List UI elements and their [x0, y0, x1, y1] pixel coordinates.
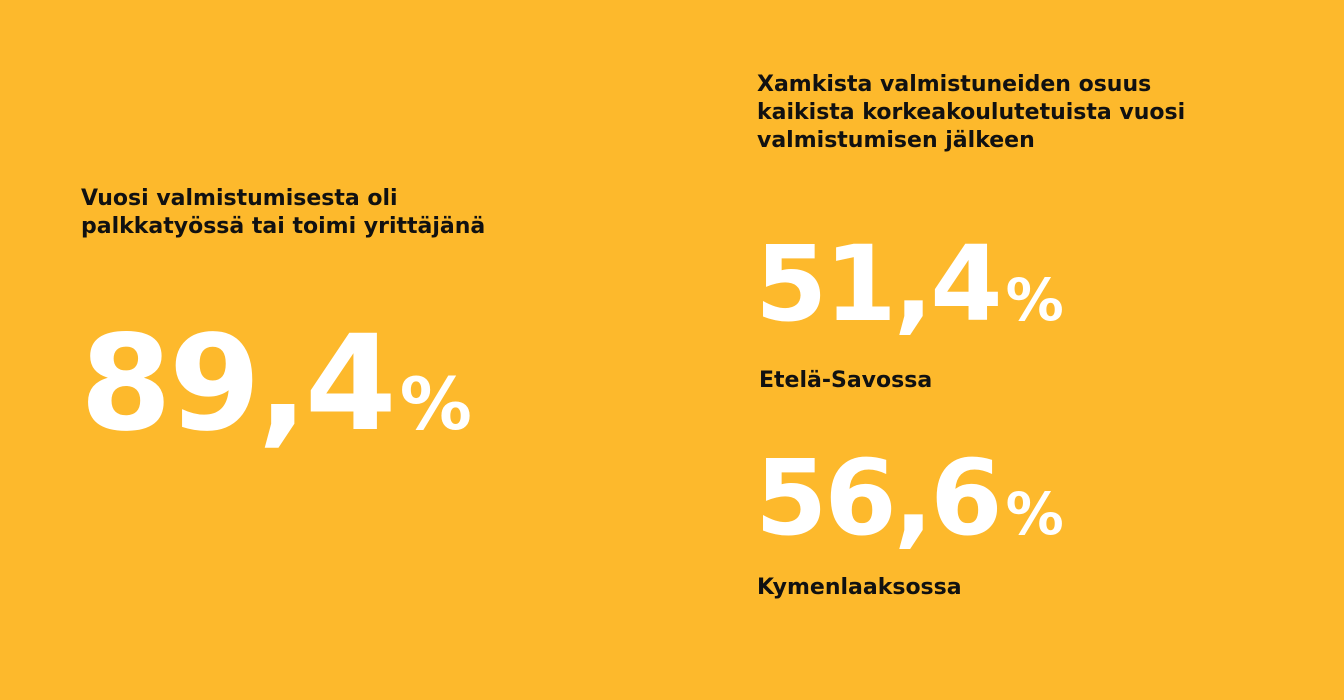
- kymenlaakso-share-stat: 56,6%: [755, 446, 1064, 550]
- etela-savo-share-value: 51,4: [755, 223, 1003, 345]
- graduate-share-heading: Xamkista valmistuneiden osuus kaikista k…: [757, 71, 1237, 155]
- employment-rate-stat: 89,4%: [80, 318, 472, 450]
- employment-rate-value: 89,4: [80, 307, 397, 461]
- kymenlaakso-share-unit: %: [1005, 480, 1064, 548]
- graduate-share-heading-line-3: valmistumisen jälkeen: [757, 128, 1035, 153]
- employment-heading: Vuosi valmistumisesta oli palkkatyössä t…: [81, 185, 561, 241]
- etela-savo-share-unit: %: [1005, 266, 1064, 334]
- etela-savo-share-stat: 51,4%: [755, 232, 1064, 336]
- graduate-share-heading-line-1: Xamkista valmistuneiden osuus: [757, 72, 1152, 97]
- graduate-share-heading-line-2: kaikista korkeakoulutetuista vuosi: [757, 100, 1186, 125]
- kymenlaakso-region-label: Kymenlaaksossa: [757, 575, 962, 600]
- employment-heading-line-2: palkkatyössä tai toimi yrittäjänä: [81, 214, 486, 239]
- employment-rate-unit: %: [399, 362, 472, 446]
- etela-savo-region-label: Etelä-Savossa: [759, 368, 933, 393]
- kymenlaakso-share-value: 56,6: [755, 437, 1003, 559]
- employment-heading-line-1: Vuosi valmistumisesta oli: [81, 186, 398, 211]
